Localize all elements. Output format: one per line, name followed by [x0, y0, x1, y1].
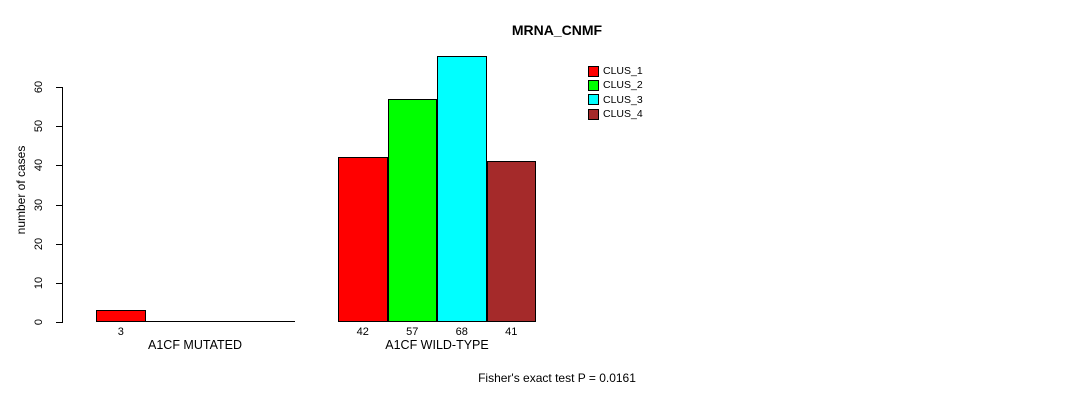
y-axis-tick: [56, 87, 62, 88]
bar-clus-4-a1cf-wild-type: [486, 161, 536, 322]
y-axis-label: number of cases: [14, 145, 28, 235]
legend-label: CLUS_2: [603, 79, 643, 92]
bar-clus-2-a1cf-mutated: [145, 321, 196, 322]
y-axis-tick: [56, 165, 62, 166]
y-tick-label: 10: [33, 276, 45, 289]
bar-clus-4-a1cf-mutated: [244, 321, 295, 322]
y-axis-tick: [56, 126, 62, 127]
legend-label: CLUS_3: [603, 93, 643, 106]
legend-item: CLUS_3: [588, 94, 643, 106]
y-tick-label: 0: [33, 318, 45, 326]
y-tick-label: 30: [33, 198, 45, 211]
legend-item: CLUS_2: [588, 79, 643, 91]
bar-value-label: 42: [356, 326, 369, 338]
y-axis-tick: [56, 283, 62, 284]
y-axis-tick: [56, 322, 62, 323]
y-tick-label: 20: [33, 237, 45, 250]
y-axis-tick: [56, 205, 62, 206]
legend-label: CLUS_1: [603, 65, 643, 77]
bar-clus-3-a1cf-wild-type: [437, 56, 487, 322]
bar-value-label: 41: [505, 326, 518, 338]
legend: CLUS_1 CLUS_2 CLUS_3 CLUS_4: [588, 65, 643, 123]
chart-title: MRNA_CNMF: [511, 22, 603, 38]
legend-item: CLUS_4: [588, 108, 643, 120]
bar-clus-1-a1cf-wild-type: [338, 157, 388, 322]
y-tick-label: 60: [33, 80, 45, 94]
legend-label: CLUS_4: [603, 108, 643, 121]
y-tick-label: 40: [33, 159, 45, 172]
legend-swatch-clus_4: [588, 108, 599, 120]
y-axis-tick: [56, 244, 62, 245]
bar-value-label: 3: [117, 326, 124, 338]
legend-swatch-clus_3: [588, 94, 599, 106]
legend-item: CLUS_1: [588, 65, 643, 77]
bar-clus-1-a1cf-mutated: [96, 310, 146, 322]
x-category-label: A1CF WILD-TYPE: [385, 338, 489, 352]
legend-swatch-clus_1: [588, 65, 599, 77]
y-tick-label: 50: [33, 120, 45, 133]
bar-clus-2-a1cf-wild-type: [387, 99, 437, 322]
bar-clus-3-a1cf-mutated: [195, 321, 245, 322]
legend-swatch-clus_2: [588, 79, 599, 91]
bar-value-label: 68: [455, 326, 468, 338]
bar-value-label: 57: [406, 326, 419, 338]
annotation-fisher-test: Fisher's exact test P = 0.0161: [478, 371, 636, 385]
y-axis-line: [62, 87, 63, 323]
x-category-label: A1CF MUTATED: [148, 338, 242, 352]
